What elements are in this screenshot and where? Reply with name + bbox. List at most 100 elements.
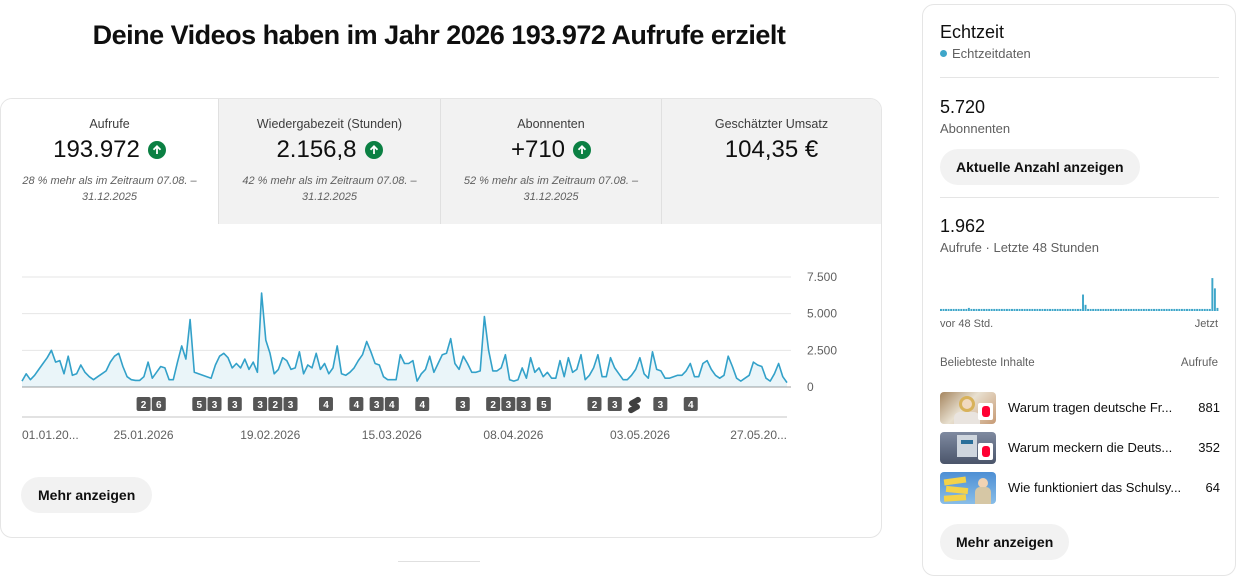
realtime-views-count: 1.962 bbox=[940, 216, 986, 236]
realtime-bar bbox=[1023, 308, 1026, 311]
realtime-bar bbox=[1049, 308, 1051, 311]
event-marker: 3 bbox=[607, 397, 622, 411]
realtime-bar bbox=[1026, 308, 1029, 311]
x-tick-label: 03.05.2026 bbox=[610, 428, 670, 442]
event-marker: 4 bbox=[384, 397, 399, 411]
realtime-bar bbox=[998, 308, 1001, 311]
shorts-icon bbox=[978, 442, 993, 460]
event-marker-label: 3 bbox=[460, 400, 466, 411]
realtime-bar bbox=[1094, 308, 1097, 311]
realtime-bar bbox=[1016, 308, 1019, 311]
realtime-bar bbox=[993, 308, 996, 311]
realtime-bar bbox=[1160, 308, 1163, 311]
tab-label: Abonnenten bbox=[517, 117, 585, 131]
realtime-bar bbox=[1208, 308, 1211, 311]
event-marker-label: 3 bbox=[521, 400, 527, 411]
realtime-status-label: Echtzeitdaten bbox=[952, 46, 1031, 61]
realtime-bar bbox=[1056, 308, 1059, 311]
event-marker: 2 bbox=[136, 397, 151, 411]
realtime-views-chart bbox=[940, 278, 1219, 311]
content-item[interactable]: Warum meckern die Deuts... 352 bbox=[940, 431, 1220, 464]
event-marker: 5 bbox=[536, 397, 551, 411]
realtime-bar bbox=[1076, 308, 1079, 311]
realtime-bar bbox=[1120, 308, 1123, 311]
event-marker: 3 bbox=[253, 397, 268, 411]
analytics-card: Aufrufe 193.972 28 % mehr als im Zeitrau… bbox=[0, 98, 882, 538]
realtime-bar bbox=[1028, 308, 1031, 311]
realtime-bar bbox=[1033, 308, 1036, 311]
realtime-bar bbox=[1071, 308, 1074, 311]
event-marker-label: 4 bbox=[354, 400, 360, 411]
realtime-bar bbox=[1180, 308, 1183, 311]
content-item[interactable]: Wie funktioniert das Schulsy... 64 bbox=[940, 471, 1220, 504]
realtime-bar bbox=[1074, 308, 1077, 311]
event-marker: 4 bbox=[415, 397, 430, 411]
realtime-bar bbox=[1097, 308, 1100, 311]
tab-views[interactable]: Aufrufe 193.972 28 % mehr als im Zeitrau… bbox=[1, 99, 218, 224]
event-marker-label: 4 bbox=[419, 400, 425, 411]
realtime-bar bbox=[1036, 308, 1039, 311]
realtime-axis-start: vor 48 Std. bbox=[940, 318, 994, 330]
x-tick-label: 15.03.2026 bbox=[362, 428, 422, 442]
tab-compare: 42 % mehr als im Zeitraum 07.08. – 31.12… bbox=[242, 175, 417, 203]
realtime-bar bbox=[995, 308, 998, 311]
realtime-bar bbox=[980, 308, 983, 311]
tab-label: Aufrufe bbox=[89, 117, 130, 131]
realtime-bar bbox=[1046, 308, 1049, 311]
event-marker: 4 bbox=[349, 397, 364, 411]
content-item[interactable]: Warum tragen deutsche Fr... 881 bbox=[940, 391, 1220, 424]
event-marker-label: 4 bbox=[688, 400, 694, 411]
divider bbox=[940, 77, 1219, 78]
realtime-bar bbox=[947, 308, 950, 311]
tab-subscribers[interactable]: Abonnenten +710 52 % mehr als im Zeitrau… bbox=[440, 99, 661, 224]
tab-compare: 52 % mehr als im Zeitraum 07.08. – 31.12… bbox=[463, 175, 639, 203]
realtime-bar bbox=[1038, 308, 1041, 311]
event-marker: 3 bbox=[455, 397, 470, 411]
show-current-count-button[interactable]: Aktuelle Anzahl anzeigen bbox=[940, 149, 1140, 185]
event-marker: 3 bbox=[283, 397, 298, 411]
realtime-bar bbox=[1051, 308, 1054, 311]
realtime-bar bbox=[1170, 308, 1173, 311]
event-marker-label: 5 bbox=[541, 400, 547, 411]
x-tick-label: 08.04.2026 bbox=[483, 428, 543, 442]
realtime-axis-end: Jetzt bbox=[1194, 318, 1218, 330]
y-tick-label: 2.500 bbox=[807, 343, 837, 357]
realtime-bar bbox=[1155, 308, 1158, 311]
event-marker-label: 4 bbox=[323, 400, 329, 411]
popular-content-views-heading: Aufrufe bbox=[1180, 357, 1218, 369]
realtime-bar bbox=[1135, 308, 1138, 311]
subscriber-count: 5.720 bbox=[940, 97, 986, 117]
video-thumbnail bbox=[940, 431, 996, 464]
realtime-bar bbox=[985, 308, 988, 311]
event-marker-label: 2 bbox=[592, 400, 598, 411]
show-more-content-button[interactable]: Mehr anzeigen bbox=[940, 524, 1070, 560]
show-more-button[interactable]: Mehr anzeigen bbox=[21, 477, 153, 513]
event-marker-label: 6 bbox=[156, 400, 162, 411]
tab-watch-time[interactable]: Wiedergabezeit (Stunden) 2.156,8 42 % me… bbox=[218, 99, 440, 224]
realtime-bar bbox=[1142, 308, 1145, 311]
realtime-bar bbox=[1041, 308, 1044, 311]
realtime-bar bbox=[1137, 308, 1140, 311]
tab-revenue[interactable]: Geschätzter Umsatz 104,35 € bbox=[661, 99, 881, 224]
event-marker bbox=[628, 396, 641, 414]
event-marker: 5 bbox=[192, 397, 207, 411]
realtime-bar bbox=[1031, 308, 1034, 311]
realtime-bar bbox=[962, 308, 965, 311]
realtime-bar bbox=[945, 308, 948, 311]
tab-label: Wiedergabezeit (Stunden) bbox=[256, 117, 403, 131]
content-views: 352 bbox=[1198, 440, 1220, 455]
event-marker-label: 3 bbox=[374, 400, 380, 411]
realtime-bar bbox=[1008, 308, 1011, 311]
trend-up-icon bbox=[364, 141, 383, 159]
realtime-bar bbox=[1104, 308, 1107, 311]
event-marker: 4 bbox=[683, 397, 698, 411]
realtime-bar bbox=[970, 308, 973, 311]
realtime-bar bbox=[978, 308, 980, 311]
realtime-bar bbox=[1186, 308, 1188, 311]
views-area bbox=[22, 293, 787, 387]
tab-label: Geschätzter Umsatz bbox=[714, 117, 829, 131]
realtime-bar bbox=[1206, 308, 1209, 311]
page-headline: Deine Videos haben im Jahr 2026 193.972 … bbox=[92, 20, 786, 50]
tab-value: 104,35 € bbox=[724, 136, 819, 163]
event-marker-label: 3 bbox=[612, 400, 618, 411]
